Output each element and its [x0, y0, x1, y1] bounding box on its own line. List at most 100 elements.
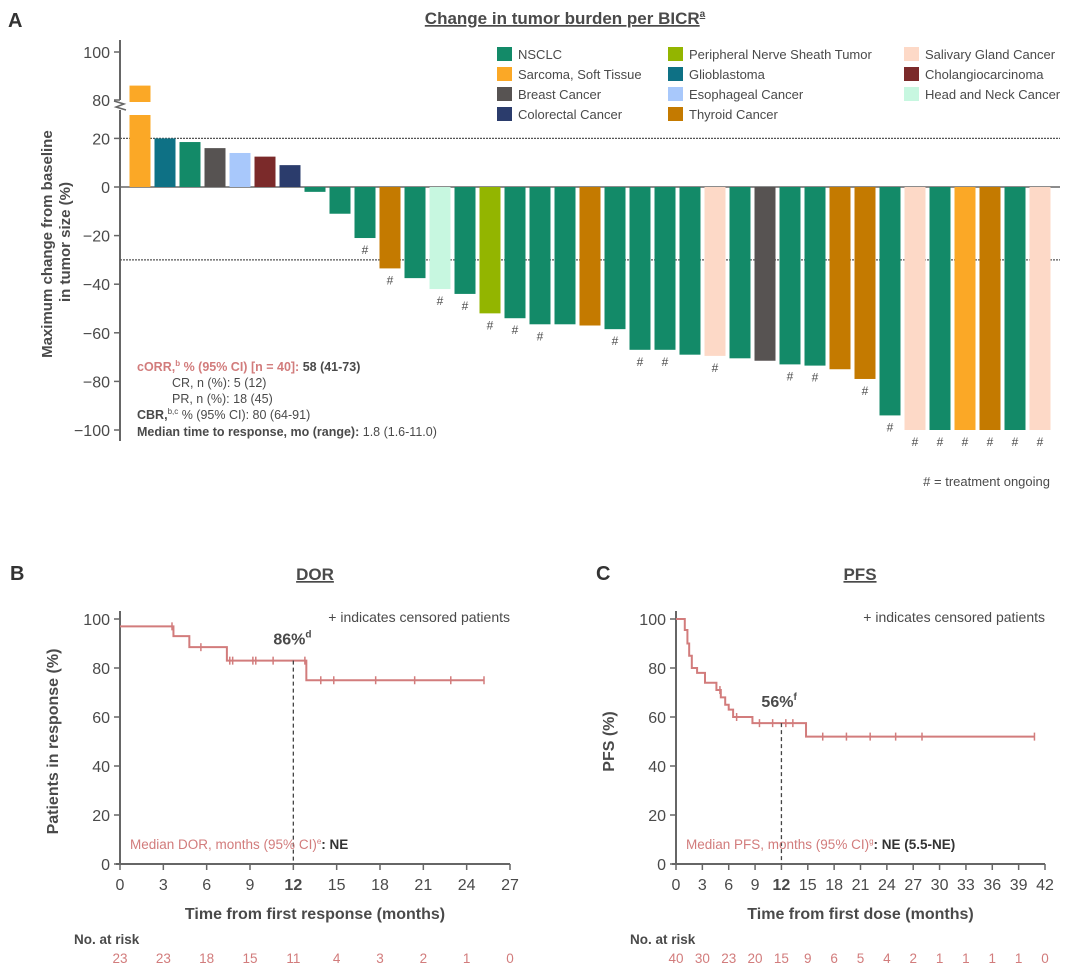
- x-tick-label: 24: [458, 877, 476, 894]
- corr-stat: cORR,b % (95% CI) [n = 40]: 58 (41-73): [137, 359, 360, 374]
- y-tick-label: 100: [639, 612, 666, 629]
- legend-label: Breast Cancer: [518, 87, 602, 102]
- at-risk-count: 0: [1041, 951, 1049, 966]
- bar: [504, 187, 526, 319]
- at-risk-count: 30: [695, 951, 710, 966]
- y-tick-label: −60: [83, 326, 110, 343]
- bar: [704, 187, 726, 356]
- y-tick-label: 20: [92, 131, 110, 148]
- legend-label: Thyroid Cancer: [689, 107, 779, 122]
- panel-a-title: Change in tumor burden per BICRa: [425, 9, 706, 28]
- x-tick-label: 0: [672, 877, 681, 894]
- ongoing-marker: #: [812, 371, 819, 385]
- legend-item: Head and Neck Cancer: [904, 87, 1061, 102]
- x-tick-label: 42: [1036, 877, 1054, 894]
- ongoing-marker: #: [387, 273, 394, 287]
- at-risk-count: 4: [883, 951, 891, 966]
- ongoing-marker: #: [637, 355, 644, 369]
- cbr-sup: b,c: [168, 407, 179, 416]
- x-tick-label: 12: [284, 877, 302, 894]
- ongoing-marker: #: [437, 294, 444, 308]
- ttr-stat: Median time to response, mo (range): 1.8…: [137, 425, 437, 439]
- panel-letter-c: C: [596, 563, 610, 585]
- legend-item: Cholangiocarcinoma: [904, 67, 1044, 82]
- y-tick-label: 0: [101, 180, 110, 197]
- bar: [1004, 187, 1026, 430]
- bar: [1029, 187, 1051, 430]
- at-risk-count: 18: [199, 951, 214, 966]
- bar: [929, 187, 951, 430]
- at-risk-count: 1: [989, 951, 997, 966]
- ongoing-marker: #: [487, 318, 494, 332]
- ttr-label: Median time to response, mo (range):: [137, 425, 359, 439]
- at-risk-label: No. at risk: [74, 932, 140, 947]
- km-curve: [120, 625, 484, 682]
- legend-label: Colorectal Cancer: [518, 107, 623, 122]
- landmark-sup: f: [793, 692, 797, 703]
- x-tick-label: 33: [957, 877, 975, 894]
- bar: [554, 187, 576, 325]
- x-tick-label: 18: [371, 877, 389, 894]
- ongoing-marker: #: [462, 299, 469, 313]
- y-tick-label: −100: [74, 423, 110, 440]
- y-tick-label: −20: [83, 229, 110, 246]
- x-tick-label: 18: [825, 877, 843, 894]
- at-risk-count: 6: [830, 951, 838, 966]
- y-tick-label: 60: [648, 710, 666, 727]
- bar: [179, 142, 201, 187]
- cbr-rest: % (95% CI): 80 (64-91): [178, 408, 310, 422]
- y-tick-label: 20: [92, 808, 110, 825]
- legend-label: NSCLC: [518, 47, 562, 62]
- panel-c-title: PFS: [843, 565, 876, 584]
- bar: [329, 187, 351, 214]
- median-sup: e: [317, 837, 322, 846]
- at-risk-count: 5: [857, 951, 865, 966]
- legend-label: Head and Neck Cancer: [925, 87, 1061, 102]
- at-risk-count: 2: [909, 951, 917, 966]
- at-risk-count: 1: [936, 951, 944, 966]
- x-tick-label: 39: [1010, 877, 1028, 894]
- x-tick-label: 21: [852, 877, 870, 894]
- median-value: : NE: [321, 837, 348, 852]
- bar: [604, 187, 626, 330]
- bar: [729, 187, 751, 359]
- bar: [404, 187, 426, 279]
- landmark-value: 56%: [761, 694, 793, 711]
- median-stat: Median DOR, months (95% CI)e: NE: [130, 837, 348, 852]
- ongoing-marker: #: [662, 355, 669, 369]
- y-axis-label: Patients in response (%): [45, 649, 62, 835]
- legend-label: Esophageal Cancer: [689, 87, 804, 102]
- x-tick-label: 24: [878, 877, 896, 894]
- censor-note: + indicates censored patients: [328, 609, 510, 625]
- x-tick-label: 12: [773, 877, 791, 894]
- median-value: : NE (5.5-NE): [874, 837, 956, 852]
- legend-label: Salivary Gland Cancer: [925, 47, 1056, 62]
- ongoing-marker: #: [987, 435, 994, 449]
- bar: [204, 148, 226, 187]
- km-curve: [676, 618, 1035, 738]
- at-risk-count: 23: [721, 951, 736, 966]
- legend-swatch: [668, 107, 683, 121]
- x-tick-label: 36: [983, 877, 1001, 894]
- y-tick-label: 0: [101, 857, 110, 874]
- legend-item: NSCLC: [497, 47, 562, 62]
- bar: [479, 187, 501, 314]
- bar: [904, 187, 926, 430]
- x-tick-label: 6: [202, 877, 211, 894]
- y-tick-label: 40: [92, 759, 110, 776]
- at-risk-count: 1: [1015, 951, 1023, 966]
- x-axis-label: Time from first response (months): [185, 906, 445, 923]
- ongoing-marker: #: [1037, 435, 1044, 449]
- legend-item: Breast Cancer: [497, 87, 602, 102]
- bar: [154, 138, 176, 187]
- y-tick-label: −80: [83, 374, 110, 391]
- x-tick-label: 3: [698, 877, 707, 894]
- x-tick-label: 15: [799, 877, 817, 894]
- at-risk-count: 20: [748, 951, 763, 966]
- axis-break-mark: [113, 100, 127, 111]
- x-tick-label: 3: [159, 877, 168, 894]
- panel-a-ylabel: Maximum change from baseline in tumor si…: [39, 126, 74, 358]
- bar-upper-segment: [129, 85, 151, 102]
- x-tick-label: 27: [501, 877, 519, 894]
